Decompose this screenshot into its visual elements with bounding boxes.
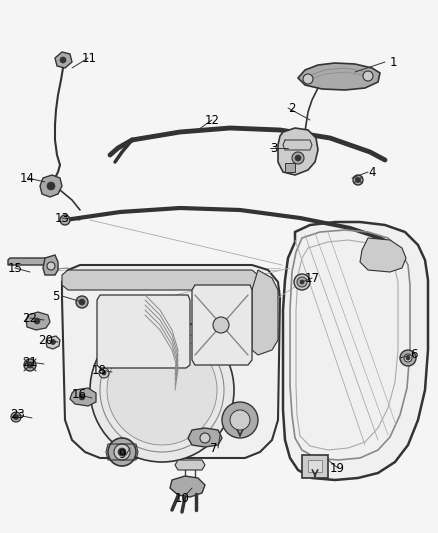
Text: 15: 15 (8, 262, 23, 274)
Polygon shape (40, 175, 62, 197)
Polygon shape (298, 63, 380, 90)
Polygon shape (46, 336, 60, 349)
Circle shape (230, 410, 250, 430)
Polygon shape (43, 255, 58, 275)
Text: 3: 3 (270, 141, 277, 155)
Text: 22: 22 (22, 311, 37, 325)
Polygon shape (175, 460, 205, 470)
Circle shape (303, 74, 313, 84)
Circle shape (14, 415, 18, 419)
Polygon shape (70, 388, 96, 406)
Circle shape (34, 318, 40, 324)
Polygon shape (8, 258, 55, 265)
Polygon shape (188, 428, 222, 447)
Text: 21: 21 (22, 356, 37, 368)
Circle shape (27, 362, 33, 368)
Text: 20: 20 (38, 334, 53, 346)
Circle shape (102, 371, 106, 375)
Polygon shape (55, 52, 72, 68)
Circle shape (60, 57, 66, 63)
Circle shape (200, 433, 210, 443)
Text: 4: 4 (368, 166, 375, 179)
Text: 17: 17 (305, 271, 320, 285)
Text: 6: 6 (410, 349, 417, 361)
Polygon shape (285, 163, 295, 172)
Circle shape (292, 152, 304, 164)
Circle shape (76, 296, 88, 308)
Circle shape (406, 356, 410, 360)
Circle shape (356, 177, 360, 182)
Circle shape (300, 280, 304, 284)
Text: 7: 7 (210, 441, 218, 455)
Circle shape (47, 182, 55, 190)
Circle shape (108, 438, 136, 466)
Circle shape (79, 299, 85, 305)
Text: 23: 23 (10, 408, 25, 422)
Circle shape (60, 215, 70, 225)
Circle shape (118, 448, 126, 456)
Text: 14: 14 (20, 172, 35, 184)
Text: 12: 12 (205, 114, 220, 126)
Text: 10: 10 (175, 491, 190, 505)
Polygon shape (252, 270, 278, 355)
Circle shape (11, 412, 21, 422)
Text: 19: 19 (330, 462, 345, 474)
Polygon shape (192, 285, 252, 365)
Polygon shape (308, 460, 322, 472)
Text: 9: 9 (118, 448, 126, 462)
Polygon shape (302, 455, 328, 478)
Circle shape (114, 444, 130, 460)
Circle shape (24, 359, 36, 371)
Polygon shape (62, 270, 258, 290)
Circle shape (90, 318, 234, 462)
Circle shape (50, 340, 56, 344)
Text: 1: 1 (390, 55, 398, 69)
Circle shape (295, 155, 301, 161)
Polygon shape (26, 312, 50, 330)
Text: 11: 11 (82, 52, 97, 64)
Polygon shape (170, 476, 205, 497)
Text: 5: 5 (52, 289, 60, 303)
Circle shape (353, 175, 363, 185)
Polygon shape (283, 222, 428, 480)
Circle shape (400, 350, 416, 366)
Circle shape (222, 402, 258, 438)
Circle shape (47, 262, 55, 270)
Polygon shape (62, 265, 280, 458)
Text: 18: 18 (92, 364, 107, 376)
Text: 16: 16 (72, 389, 87, 401)
Circle shape (294, 274, 310, 290)
Polygon shape (360, 238, 406, 272)
Polygon shape (278, 128, 318, 175)
Circle shape (213, 317, 229, 333)
Circle shape (404, 354, 412, 362)
Polygon shape (97, 295, 190, 368)
Circle shape (107, 335, 217, 445)
Text: 13: 13 (55, 212, 70, 224)
Text: 2: 2 (288, 101, 296, 115)
Circle shape (300, 135, 308, 143)
Circle shape (297, 277, 307, 287)
Circle shape (79, 394, 85, 400)
Circle shape (99, 368, 109, 378)
Circle shape (363, 71, 373, 81)
